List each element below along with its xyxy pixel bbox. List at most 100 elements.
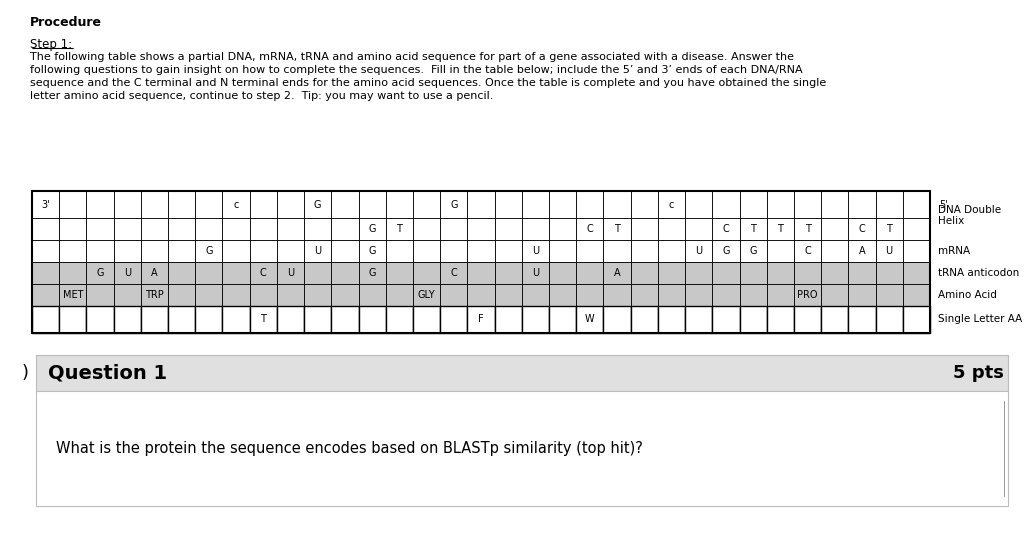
Text: TRP: TRP [145, 290, 164, 300]
Bar [713, 284, 739, 306]
Text: U: U [124, 268, 131, 278]
Bar [495, 191, 522, 218]
Bar [141, 284, 168, 306]
Bar [603, 218, 631, 240]
Bar [386, 262, 413, 284]
Bar [631, 191, 657, 218]
Bar [413, 306, 440, 333]
Bar [304, 262, 332, 284]
Bar [222, 218, 250, 240]
Bar [168, 240, 196, 262]
Bar [876, 191, 903, 218]
Bar [903, 240, 930, 262]
Bar [631, 262, 657, 284]
Bar [876, 262, 903, 284]
Bar [603, 306, 631, 333]
Bar [876, 240, 903, 262]
Bar [577, 218, 603, 240]
Bar [467, 218, 495, 240]
Text: C: C [804, 246, 811, 256]
Text: T: T [614, 224, 620, 234]
Text: GLY: GLY [418, 290, 435, 300]
Text: U: U [531, 268, 539, 278]
Text: G: G [96, 268, 103, 278]
Text: A: A [613, 268, 621, 278]
Bar [141, 191, 168, 218]
Bar [821, 262, 848, 284]
Bar [495, 218, 522, 240]
Bar [250, 306, 276, 333]
Bar [549, 306, 577, 333]
Text: U: U [314, 246, 322, 256]
Text: tRNA anticodon: tRNA anticodon [938, 268, 1019, 278]
Bar [876, 306, 903, 333]
Text: T: T [396, 224, 402, 234]
Bar [358, 218, 386, 240]
Bar [821, 306, 848, 333]
Bar [332, 191, 358, 218]
Bar [657, 240, 685, 262]
Bar [467, 284, 495, 306]
Bar [32, 240, 59, 262]
Bar [794, 191, 821, 218]
Bar [739, 262, 767, 284]
Bar [767, 306, 794, 333]
Bar [685, 240, 713, 262]
Bar [32, 191, 930, 333]
Bar [549, 240, 577, 262]
Bar [467, 240, 495, 262]
Bar [549, 262, 577, 284]
Bar [276, 240, 304, 262]
Bar [848, 284, 876, 306]
Bar [304, 191, 332, 218]
Bar [332, 262, 358, 284]
Bar [358, 191, 386, 218]
Bar [196, 262, 222, 284]
Bar [603, 191, 631, 218]
Bar [657, 284, 685, 306]
Bar [657, 191, 685, 218]
Bar [413, 262, 440, 284]
Text: U: U [695, 246, 702, 256]
Bar [332, 240, 358, 262]
Bar [713, 306, 739, 333]
Text: C: C [587, 224, 593, 234]
Bar [168, 306, 196, 333]
Bar [141, 306, 168, 333]
Bar [794, 284, 821, 306]
Text: G: G [314, 199, 322, 210]
Bar [549, 218, 577, 240]
Bar [631, 218, 657, 240]
Bar [685, 218, 713, 240]
Bar [413, 284, 440, 306]
Bar [603, 262, 631, 284]
Bar [577, 284, 603, 306]
Bar [114, 191, 141, 218]
Text: Amino Acid: Amino Acid [938, 290, 997, 300]
Text: 3': 3' [41, 199, 50, 210]
Bar [86, 306, 114, 333]
Bar [522, 306, 549, 333]
Bar [386, 191, 413, 218]
Bar [332, 218, 358, 240]
Bar [657, 306, 685, 333]
Bar [168, 284, 196, 306]
Bar [86, 191, 114, 218]
Bar [522, 191, 549, 218]
Text: mRNA: mRNA [938, 246, 970, 256]
Bar [685, 191, 713, 218]
Bar [141, 218, 168, 240]
Text: G: G [722, 246, 730, 256]
Bar [86, 262, 114, 284]
Bar [440, 284, 467, 306]
Bar [522, 218, 549, 240]
Bar [876, 218, 903, 240]
Bar [549, 284, 577, 306]
Bar [821, 191, 848, 218]
Bar [304, 306, 332, 333]
Text: A: A [859, 246, 865, 256]
Bar [59, 284, 86, 306]
Text: Procedure: Procedure [30, 16, 102, 29]
Bar [86, 284, 114, 306]
Bar [168, 191, 196, 218]
